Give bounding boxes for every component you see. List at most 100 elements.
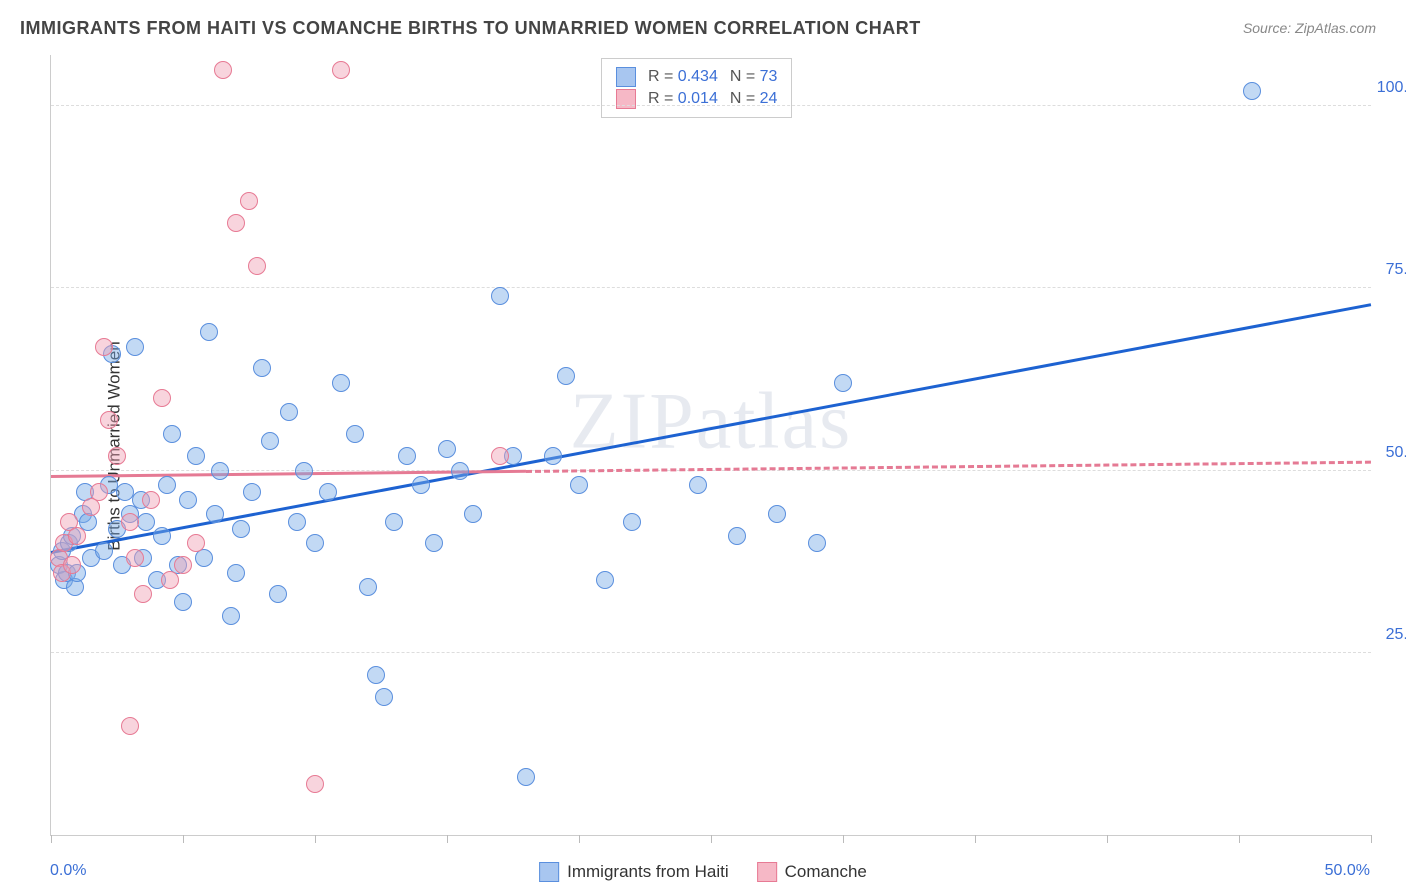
data-point	[142, 491, 160, 509]
x-tick	[1371, 835, 1372, 843]
data-point	[451, 462, 469, 480]
data-point	[464, 505, 482, 523]
data-point	[121, 513, 139, 531]
data-point	[134, 585, 152, 603]
legend-series: Immigrants from Haiti Comanche	[539, 862, 867, 882]
legend-item: Comanche	[757, 862, 867, 882]
gridline	[51, 652, 1371, 653]
gridline	[51, 287, 1371, 288]
data-point	[596, 571, 614, 589]
data-point	[689, 476, 707, 494]
data-point	[269, 585, 287, 603]
plot-area: ZIPatlas R = 0.434N = 73R = 0.014N = 24 …	[50, 55, 1371, 836]
n-label: N =	[730, 68, 755, 85]
legend-item: Immigrants from Haiti	[539, 862, 729, 882]
data-point	[95, 542, 113, 560]
data-point	[517, 768, 535, 786]
data-point	[306, 775, 324, 793]
data-point	[544, 447, 562, 465]
y-tick-label: 75.0%	[1386, 261, 1406, 279]
data-point	[121, 717, 139, 735]
data-point	[161, 571, 179, 589]
data-point	[306, 534, 324, 552]
y-tick-label: 50.0%	[1386, 444, 1406, 462]
y-tick-label: 100.0%	[1377, 79, 1406, 97]
x-tick	[183, 835, 184, 843]
data-point	[623, 513, 641, 531]
data-point	[153, 527, 171, 545]
data-point	[126, 338, 144, 356]
x-tick	[1239, 835, 1240, 843]
data-point	[187, 447, 205, 465]
data-point	[137, 513, 155, 531]
data-point	[295, 462, 313, 480]
data-point	[179, 491, 197, 509]
x-axis-max-label: 50.0%	[1325, 862, 1370, 880]
data-point	[1243, 82, 1261, 100]
data-point	[248, 257, 266, 275]
source-label: Source:	[1243, 20, 1291, 36]
data-point	[253, 359, 271, 377]
data-point	[227, 214, 245, 232]
x-tick	[579, 835, 580, 843]
data-point	[174, 593, 192, 611]
legend-stat-row: R = 0.434 N = 73	[616, 67, 777, 87]
data-point	[187, 534, 205, 552]
y-tick-label: 25.0%	[1386, 626, 1406, 644]
data-point	[126, 549, 144, 567]
data-point	[332, 374, 350, 392]
data-point	[398, 447, 416, 465]
data-point	[834, 374, 852, 392]
data-point	[95, 338, 113, 356]
r-label: R =	[648, 68, 673, 85]
data-point	[346, 425, 364, 443]
data-point	[288, 513, 306, 531]
legend-stats: R = 0.434N = 73R = 0.014N = 24	[601, 58, 792, 118]
x-tick	[711, 835, 712, 843]
data-point	[243, 483, 261, 501]
source-value: ZipAtlas.com	[1295, 20, 1376, 36]
x-axis-min-label: 0.0%	[50, 862, 86, 880]
data-point	[359, 578, 377, 596]
data-point	[90, 483, 108, 501]
legend-swatch	[757, 862, 777, 882]
data-point	[240, 192, 258, 210]
data-point	[68, 527, 86, 545]
watermark-text: ZIPatlas	[570, 376, 853, 467]
data-point	[280, 403, 298, 421]
data-point	[200, 323, 218, 341]
data-point	[108, 447, 126, 465]
chart-title: IMMIGRANTS FROM HAITI VS COMANCHE BIRTHS…	[20, 18, 921, 39]
x-tick	[1107, 835, 1108, 843]
data-point	[728, 527, 746, 545]
data-point	[808, 534, 826, 552]
data-point	[367, 666, 385, 684]
data-point	[227, 564, 245, 582]
data-point	[557, 367, 575, 385]
x-tick	[843, 835, 844, 843]
n-value: 73	[760, 68, 778, 85]
data-point	[375, 688, 393, 706]
trendline	[51, 304, 1372, 555]
data-point	[385, 513, 403, 531]
data-point	[332, 61, 350, 79]
data-point	[261, 432, 279, 450]
data-point	[211, 462, 229, 480]
data-point	[425, 534, 443, 552]
trendline	[526, 460, 1371, 472]
data-point	[153, 389, 171, 407]
data-point	[491, 287, 509, 305]
data-point	[232, 520, 250, 538]
gridline	[51, 105, 1371, 106]
data-point	[768, 505, 786, 523]
legend-swatch	[539, 862, 559, 882]
data-point	[63, 556, 81, 574]
source-attribution: Source: ZipAtlas.com	[1243, 20, 1376, 36]
x-tick	[975, 835, 976, 843]
data-point	[438, 440, 456, 458]
r-value: 0.434	[678, 68, 718, 85]
data-point	[100, 411, 118, 429]
data-point	[412, 476, 430, 494]
data-point	[222, 607, 240, 625]
x-tick	[51, 835, 52, 843]
